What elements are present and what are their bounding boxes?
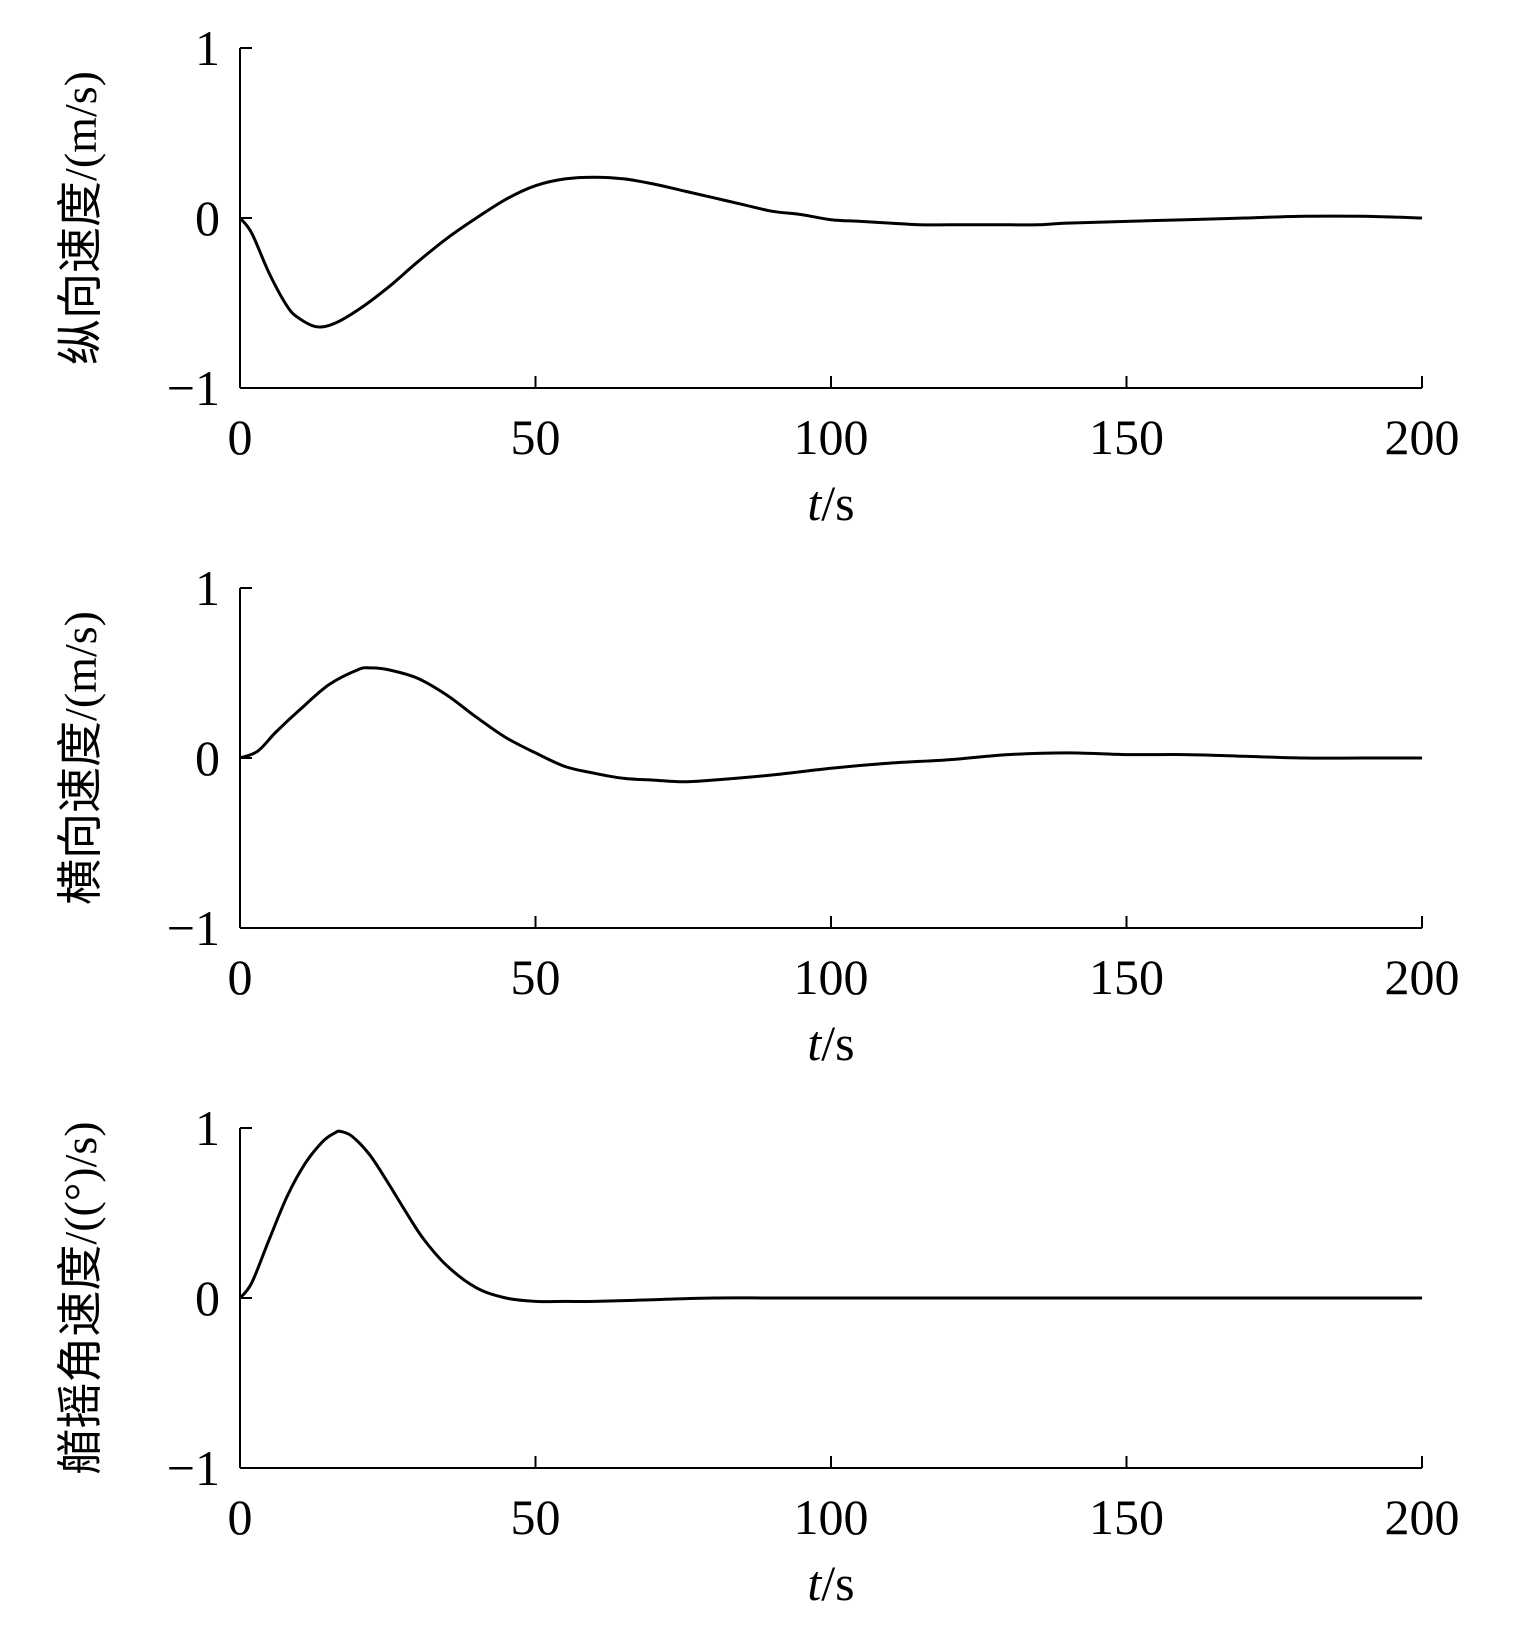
x-tick-label: 50 — [511, 409, 561, 465]
y-tick-label: 1 — [195, 1100, 220, 1156]
series-line-1 — [238, 175, 1423, 329]
y-tick-label: 1 — [195, 20, 220, 76]
x-axis-label-var: t — [807, 475, 822, 531]
x-tick-label: 150 — [1089, 1489, 1164, 1545]
x-axis-label-unit: /s — [821, 1555, 854, 1611]
x-tick-label: 0 — [228, 409, 253, 465]
y-tick-label: 0 — [195, 730, 220, 786]
y-axis-label: 艏摇角速度/((°)/s) — [55, 1121, 106, 1474]
x-tick-label: 100 — [794, 409, 869, 465]
x-tick-label: 200 — [1385, 949, 1460, 1005]
y-tick-label: 1 — [195, 560, 220, 616]
y-tick-label: −1 — [167, 1440, 220, 1496]
x-tick-label: 0 — [228, 1489, 253, 1545]
series-line-1 — [238, 1129, 1422, 1304]
x-axis-label-unit: /s — [821, 1015, 854, 1071]
y-tick-label: 0 — [195, 1270, 220, 1326]
x-axis-label: t/s — [807, 475, 854, 531]
y-axis-label: 纵向速度/(m/s) — [55, 71, 106, 365]
x-tick-label: 150 — [1089, 949, 1164, 1005]
x-tick-label: 50 — [511, 1489, 561, 1545]
x-axis-label-var: t — [807, 1015, 822, 1071]
x-tick-label: 100 — [794, 1489, 869, 1545]
y-tick-label: 0 — [195, 190, 220, 246]
y-axis-label: 横向速度/(m/s) — [55, 611, 106, 905]
x-axis-label: t/s — [807, 1015, 854, 1071]
x-tick-label: 100 — [794, 949, 869, 1005]
y-tick-label: −1 — [167, 360, 220, 416]
x-axis-label-var: t — [807, 1555, 822, 1611]
x-tick-label: 50 — [511, 949, 561, 1005]
x-axis-label-unit: /s — [821, 475, 854, 531]
x-tick-label: 150 — [1089, 409, 1164, 465]
x-axis-label: t/s — [807, 1555, 854, 1611]
x-tick-label: 200 — [1385, 1489, 1460, 1545]
x-tick-label: 200 — [1385, 409, 1460, 465]
x-tick-label: 0 — [228, 949, 253, 1005]
y-tick-label: −1 — [167, 900, 220, 956]
series-line-1 — [239, 666, 1422, 784]
